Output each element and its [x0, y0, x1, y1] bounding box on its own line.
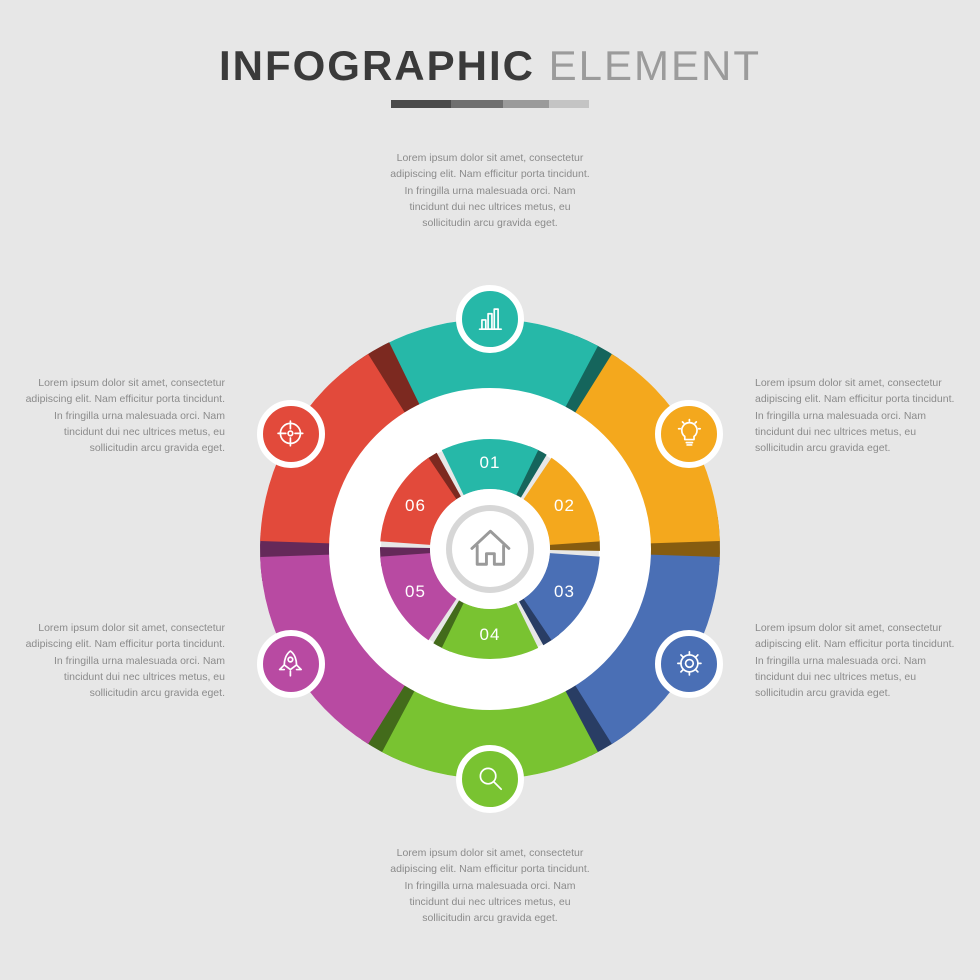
magnifier-icon	[462, 751, 518, 807]
title-word-1: INFOGRAPHIC	[219, 42, 535, 89]
radial-chart: 01 02 03 04 05 06	[230, 289, 750, 809]
home-icon	[464, 522, 517, 575]
bar-chart-icon	[462, 291, 518, 347]
lightbulb-icon	[661, 406, 717, 462]
rocket-badge	[257, 630, 325, 698]
underline-segment	[549, 100, 589, 108]
target-badge	[257, 400, 325, 468]
blurb-01: Lorem ipsum dolor sit amet, consectetur …	[385, 150, 595, 231]
underline-segment	[503, 100, 549, 108]
target-icon	[263, 406, 319, 462]
gear-icon	[661, 636, 717, 692]
blurb-04: Lorem ipsum dolor sit amet, consectetur …	[385, 845, 595, 926]
center-home-badge	[446, 505, 534, 593]
segment-number-01: 01	[480, 453, 501, 473]
underline-segment	[451, 100, 503, 108]
gear-badge	[655, 630, 723, 698]
segment-number-02: 02	[554, 496, 575, 516]
title-underline	[391, 100, 589, 108]
magnifier-badge	[456, 745, 524, 813]
segment-number-04: 04	[480, 625, 501, 645]
blurb-05: Lorem ipsum dolor sit amet, consectetur …	[15, 620, 225, 701]
rocket-icon	[263, 636, 319, 692]
infographic-canvas: INFOGRAPHIC ELEMENT 01 02 03 04 05 06 Lorem i…	[0, 0, 980, 980]
bar-chart-badge	[456, 285, 524, 353]
blurb-06: Lorem ipsum dolor sit amet, consectetur …	[15, 375, 225, 456]
blurb-02: Lorem ipsum dolor sit amet, consectetur …	[755, 375, 965, 456]
underline-segment	[391, 100, 451, 108]
segment-number-05: 05	[405, 582, 426, 602]
lightbulb-badge	[655, 400, 723, 468]
segment-number-03: 03	[554, 582, 575, 602]
blurb-03: Lorem ipsum dolor sit amet, consectetur …	[755, 620, 965, 701]
segment-number-06: 06	[405, 496, 426, 516]
page-title: INFOGRAPHIC ELEMENT	[0, 42, 980, 90]
title-word-2: ELEMENT	[549, 42, 761, 89]
